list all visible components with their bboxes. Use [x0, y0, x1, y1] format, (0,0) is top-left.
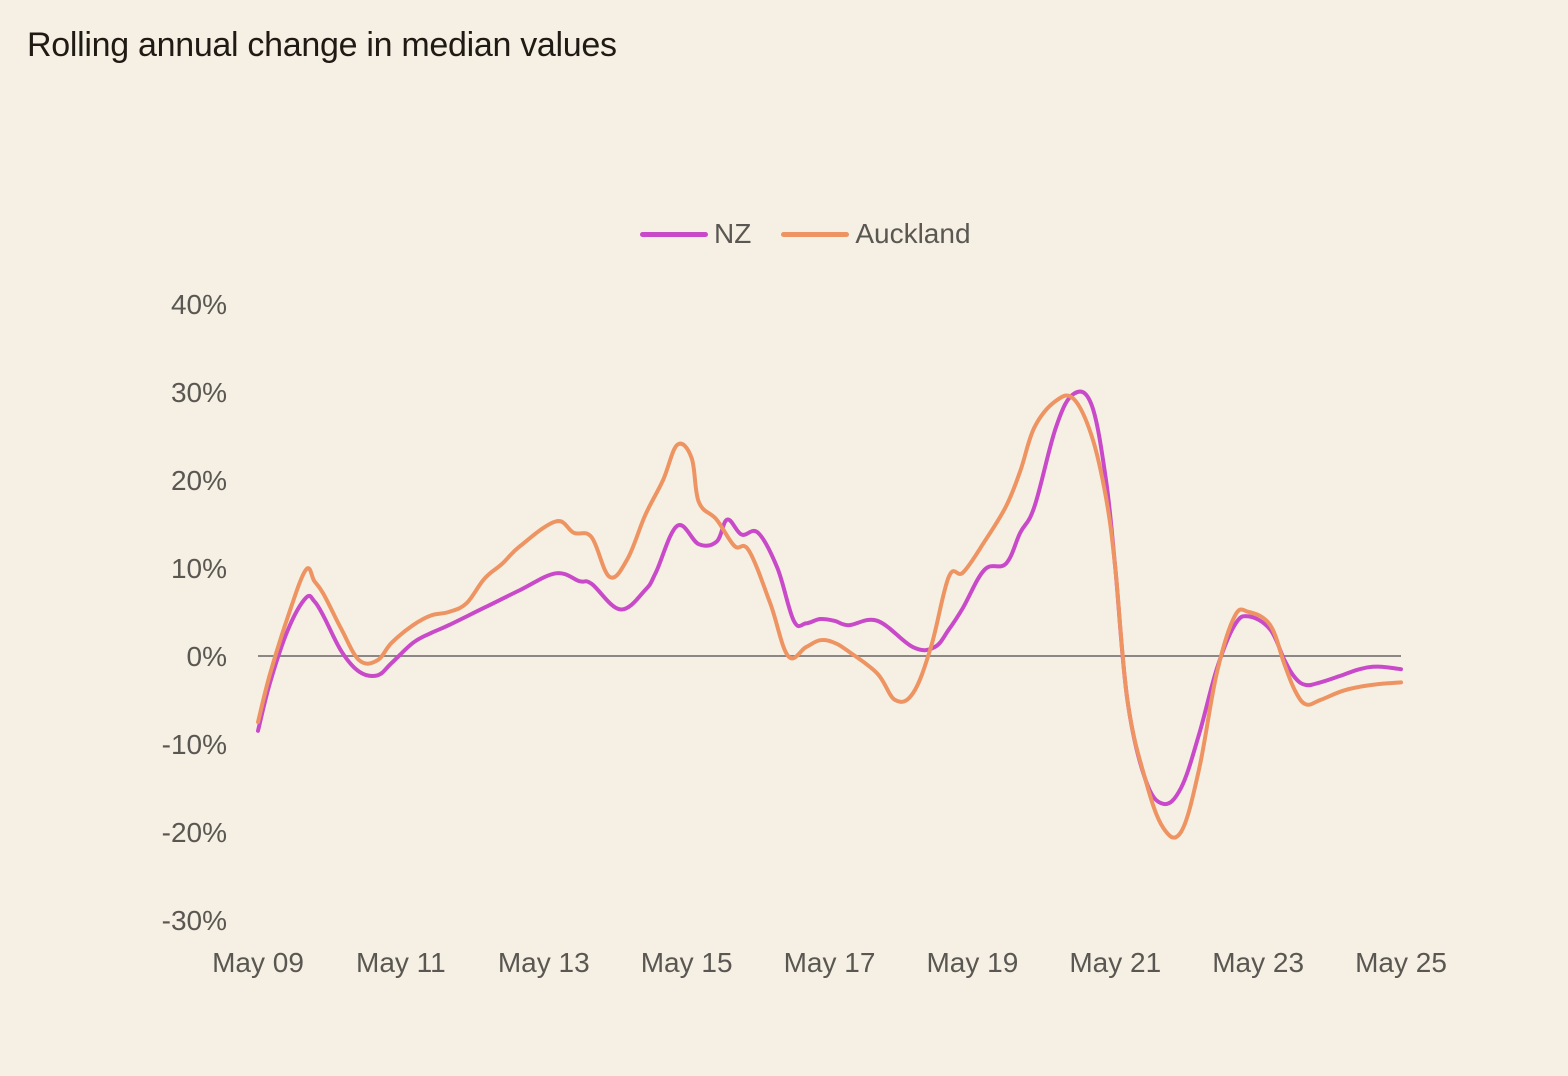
legend-label-nz: NZ — [714, 218, 752, 249]
y-tick-label: 0% — [187, 641, 227, 672]
x-tick-label: May 19 — [926, 947, 1018, 978]
y-tick-label: 30% — [171, 377, 227, 408]
x-tick-label: May 11 — [356, 947, 446, 978]
y-tick-label: -30% — [162, 905, 227, 936]
series-layer — [256, 389, 1403, 840]
y-axis: 40% 30% 20% 10% 0% -10% -20% -30% — [162, 289, 227, 936]
x-tick-label: May 21 — [1069, 947, 1161, 978]
series-line-auckland — [256, 393, 1403, 840]
y-tick-label: 20% — [171, 465, 227, 496]
legend-swatch-nz — [640, 231, 708, 237]
legend-item-auckland: Auckland — [781, 218, 971, 250]
y-tick-label: -20% — [162, 817, 227, 848]
y-tick-label: -10% — [162, 729, 227, 760]
legend-swatch-auckland — [781, 231, 850, 237]
x-tick-label: May 25 — [1355, 947, 1447, 978]
series-line-nz — [256, 389, 1403, 807]
legend-label-auckland: Auckland — [855, 218, 971, 249]
x-tick-label: May 15 — [641, 947, 733, 978]
x-axis: May 09 May 11 May 13 May 15 May 17 May 19 May … — [212, 947, 1447, 978]
y-tick-label: 10% — [171, 553, 227, 584]
x-tick-label: May 09 — [212, 947, 304, 978]
x-tick-label: May 17 — [784, 947, 876, 978]
y-tick-label: 40% — [171, 289, 227, 320]
chart-title: Rolling annual change in median values — [27, 26, 617, 64]
x-tick-label: May 23 — [1212, 947, 1304, 978]
legend-item-nz: NZ — [640, 218, 751, 250]
x-tick-label: May 13 — [498, 947, 590, 978]
chart-legend: NZ Auckland — [640, 218, 1001, 250]
